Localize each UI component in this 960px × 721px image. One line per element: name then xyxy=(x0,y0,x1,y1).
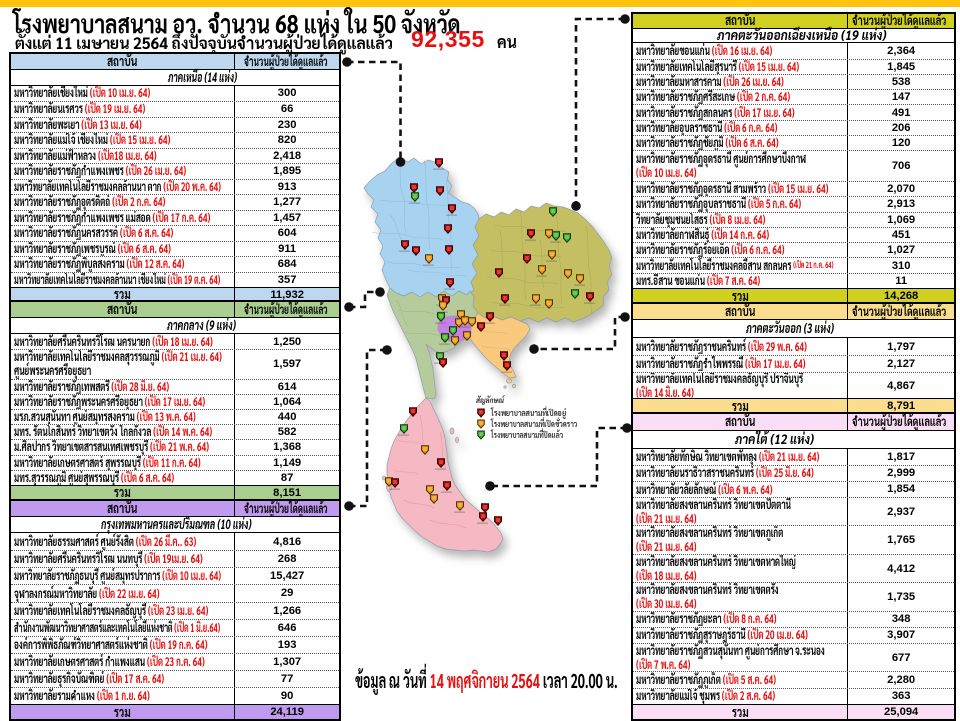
svg-text:โรงพยาบาลสนามที่เปิดชั่วคราว: โรงพยาบาลสนามที่เปิดชั่วคราว xyxy=(490,417,577,429)
svg-text:โรงพยาบาลสนามที่เปิดอยู่: โรงพยาบาลสนามที่เปิดอยู่ xyxy=(490,406,566,419)
svg-text:สัญลักษณ์: สัญลักษณ์ xyxy=(476,394,505,405)
svg-text:โรงพยาบาลสนามที่ปิดแล้ว: โรงพยาบาลสนามที่ปิดแล้ว xyxy=(490,428,563,440)
